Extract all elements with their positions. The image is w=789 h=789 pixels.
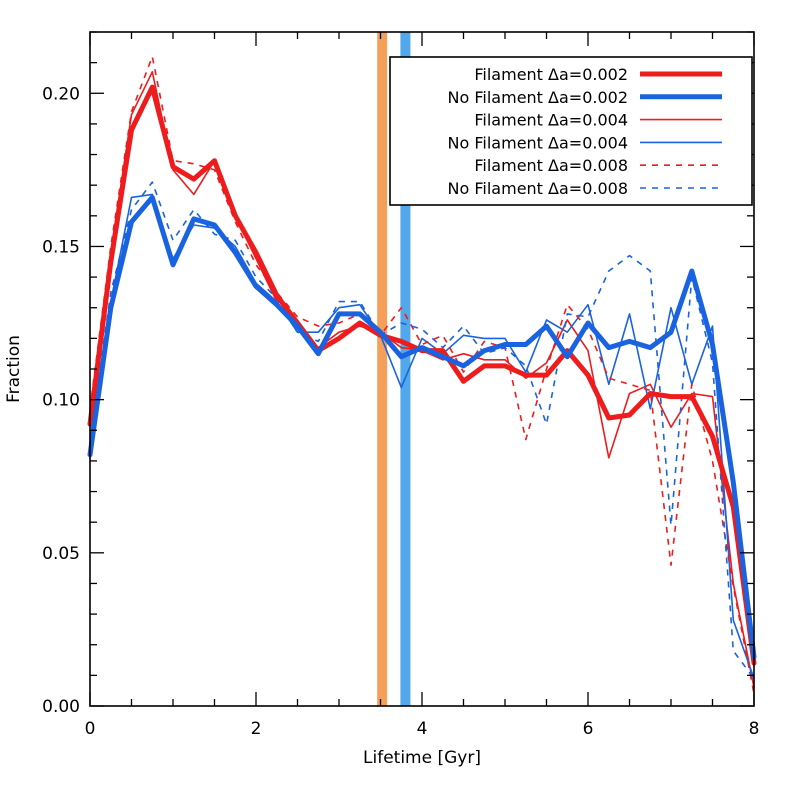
series-line-4 [89,193,755,680]
y-tick-label: 0.10 [42,391,80,411]
legend-label: No Filament Δa=0.004 [448,133,628,152]
legend-label: Filament Δa=0.002 [474,65,628,84]
legend-box [389,56,753,206]
legend-label: No Filament Δa=0.008 [448,179,628,198]
legend-label: No Filament Δa=0.002 [448,88,628,107]
y-tick-label: 0.20 [42,84,80,104]
vertical-band-1 [377,32,388,706]
axis-ticks: 0 2 4 6 8 0.00 0.05 0.10 0.15 0.20 [42,31,760,739]
legend: Filament Δa=0.002 No Filament Δa=0.002 Fil… [389,56,753,206]
legend-label: Filament Δa=0.008 [474,156,628,175]
series-line-2 [87,194,757,660]
legend-label: Filament Δa=0.004 [474,111,628,130]
y-tick-label: 0.15 [42,237,80,257]
x-tick-label: 0 [85,719,96,739]
y-tick-label: 0.05 [42,544,80,564]
x-axis-label: Lifetime [Gyr] [363,748,481,768]
series-line-5 [89,55,755,694]
vertical-band-2 [400,32,411,706]
x-tick-label: 4 [417,719,428,739]
x-tick-label: 2 [251,719,262,739]
series-lines [87,55,757,694]
series-line-6 [89,181,755,679]
x-tick-label: 6 [583,719,594,739]
y-tick-label: 0.00 [42,697,80,717]
series-line-1 [87,84,757,666]
x-tick-label: 8 [749,719,760,739]
vertical-bands [377,32,411,706]
y-axis-label: Fraction [4,335,24,403]
